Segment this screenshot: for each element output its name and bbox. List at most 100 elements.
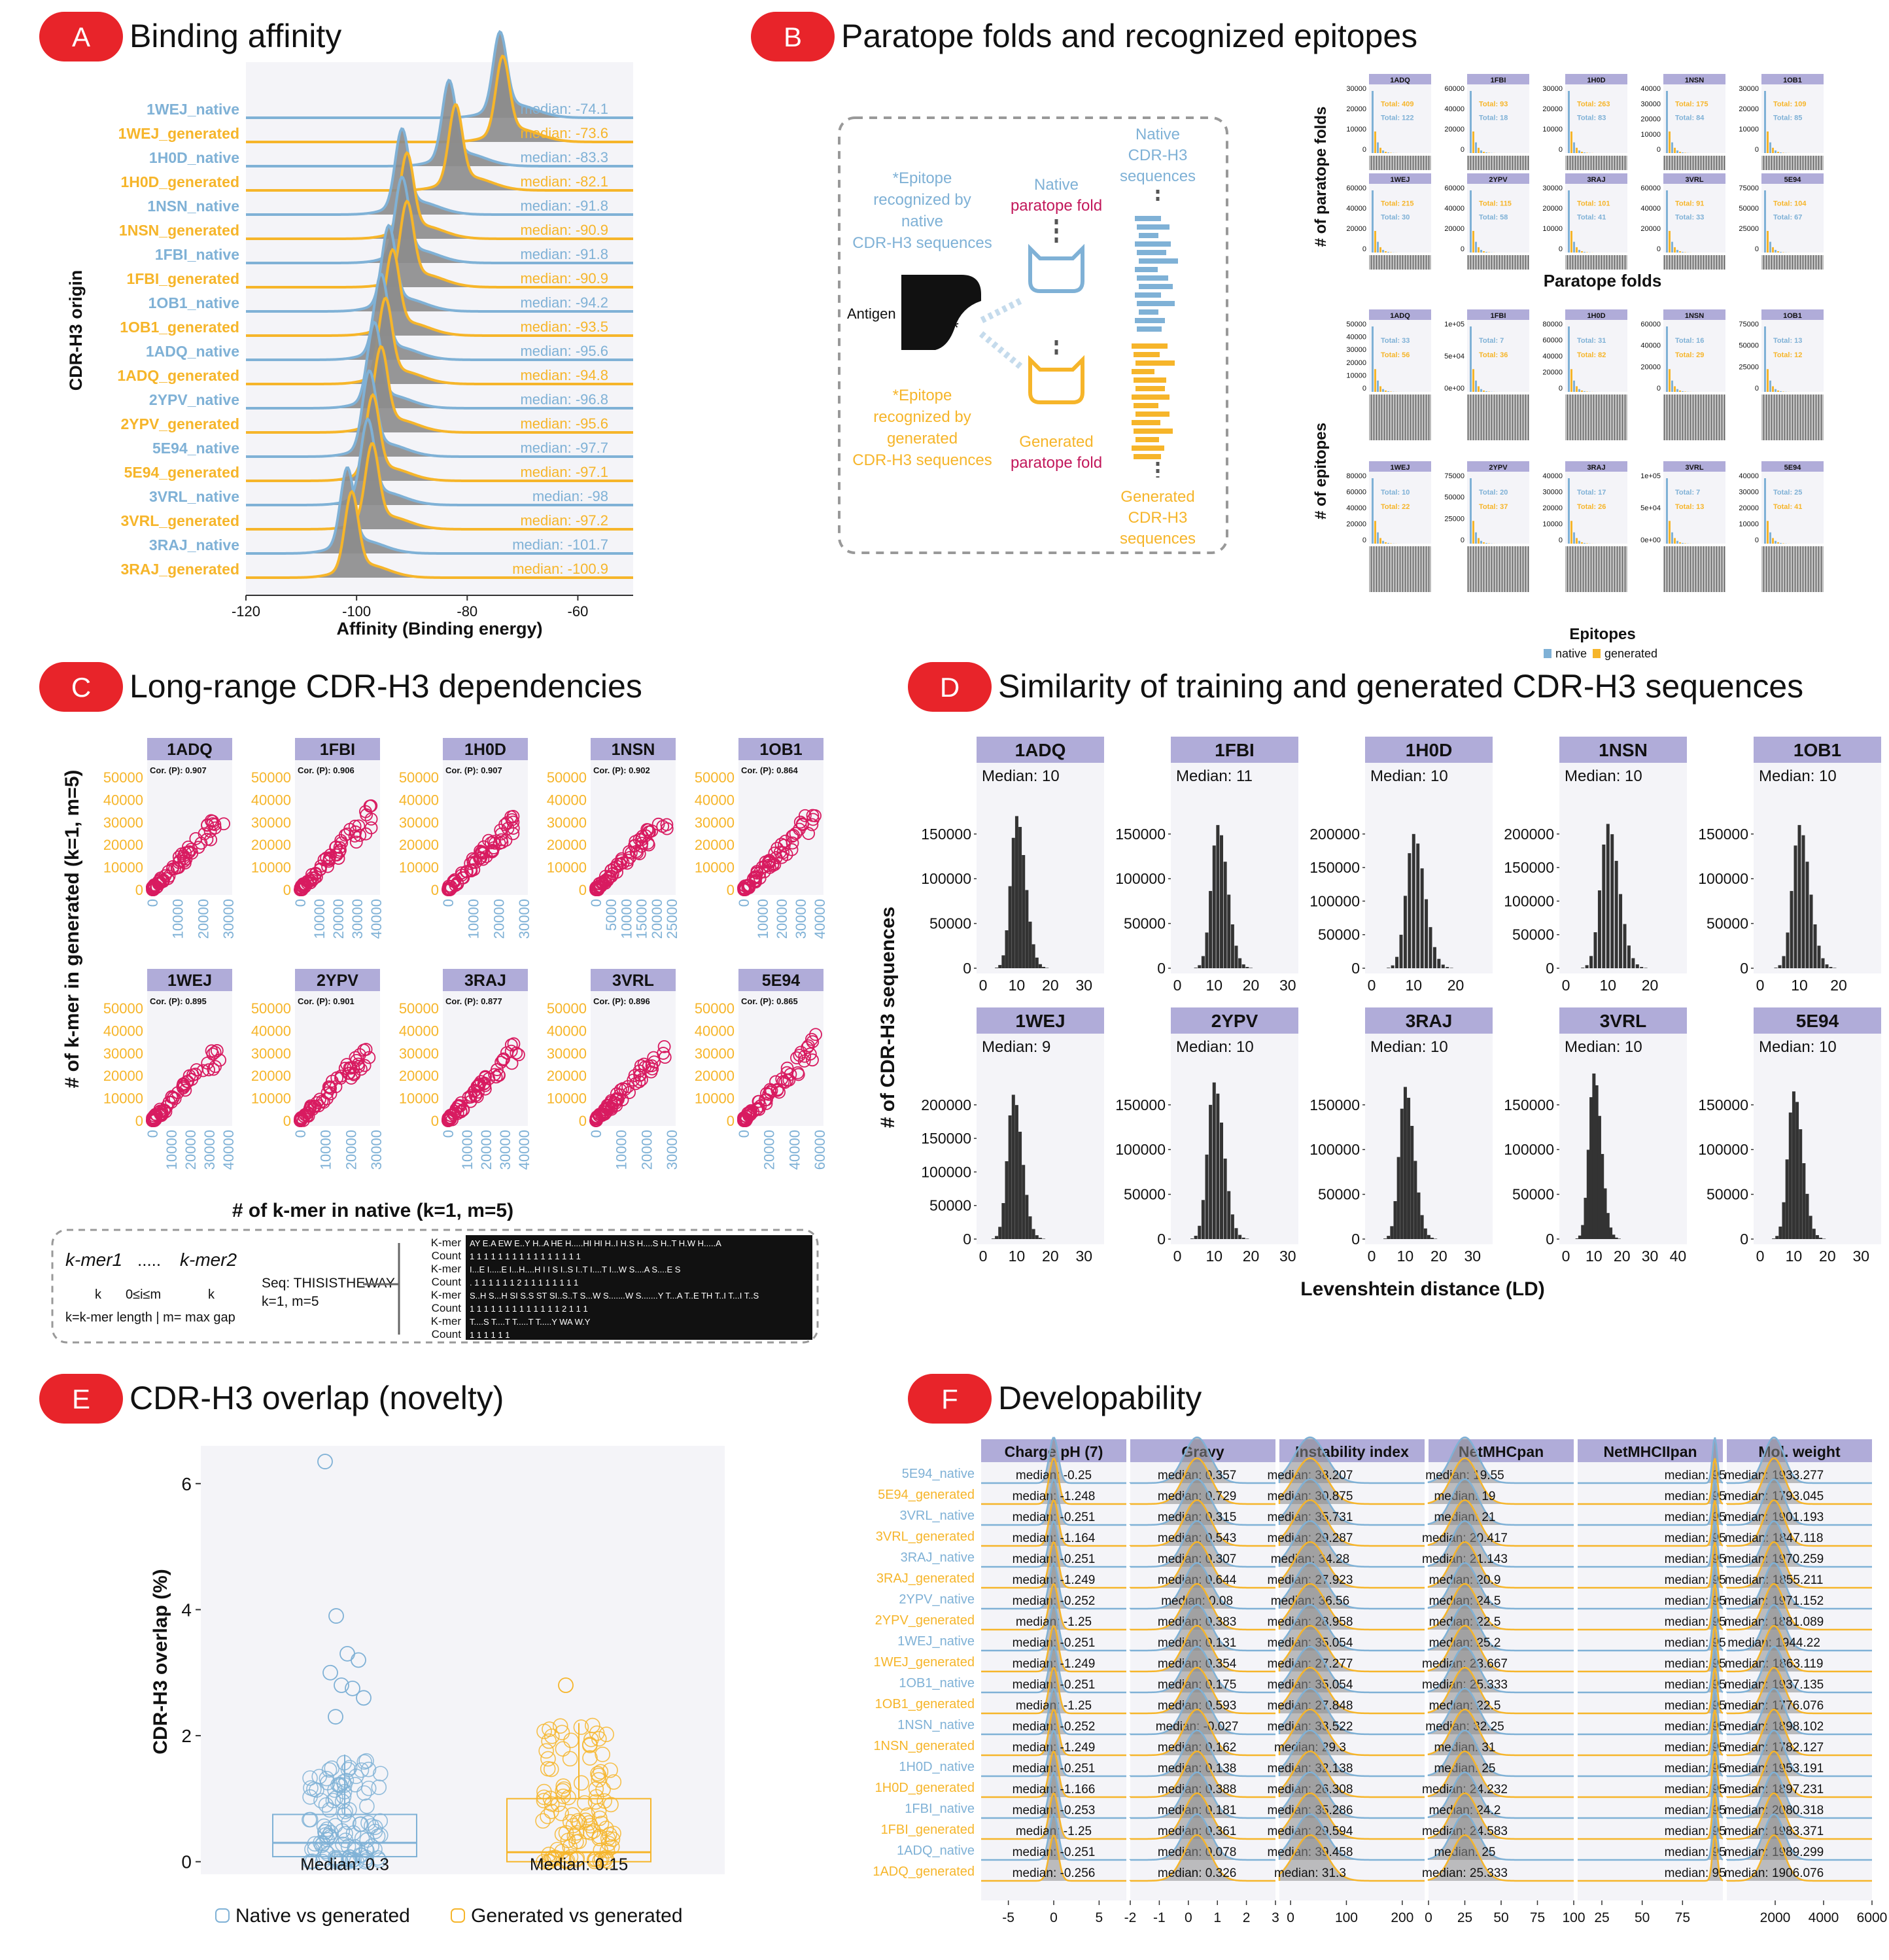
ridge-line-5E94_native	[246, 369, 633, 458]
x-tick-label: 20	[1830, 977, 1847, 994]
density-line	[1727, 1457, 1872, 1505]
bar	[1586, 391, 1588, 392]
bar	[1769, 532, 1771, 544]
x-tick-strip	[1467, 394, 1529, 440]
density-line	[1578, 1730, 1724, 1777]
x-tick-strip	[1565, 546, 1627, 592]
density-fill	[1727, 1458, 1872, 1504]
bar	[1581, 151, 1583, 153]
y-tick-label: 100000	[1309, 1141, 1360, 1158]
y-tick-label: 0	[963, 960, 971, 977]
density-line	[1278, 1750, 1425, 1798]
jitter-point	[555, 1788, 571, 1804]
total-label: Total: 85	[1773, 114, 1802, 122]
jitter-point	[553, 1806, 569, 1821]
bar	[1769, 241, 1771, 253]
median-label: Median: 10	[1759, 767, 1837, 785]
histogram-bar	[1201, 956, 1205, 968]
y-tick-label: 30000	[1346, 85, 1366, 93]
density-fill	[981, 1835, 1126, 1881]
median-label: Median: 11	[1176, 767, 1253, 785]
median-label: median: -95.6	[520, 343, 608, 359]
density-line	[1130, 1603, 1275, 1652]
kmer-point	[806, 1053, 819, 1067]
median-label: median: 25.333	[1422, 1866, 1508, 1880]
histogram-bar	[1212, 845, 1216, 968]
y-tick-label: 50000	[695, 1000, 735, 1017]
facet-title: 5E94	[1796, 1011, 1839, 1031]
density-fill	[1130, 1814, 1275, 1860]
x-tick-label: 0	[145, 1130, 161, 1138]
y-tick-label: 20000	[547, 837, 587, 853]
bar	[1485, 391, 1487, 392]
density-fill	[1130, 1647, 1275, 1692]
density-line	[1727, 1562, 1872, 1610]
bar	[1475, 380, 1477, 392]
bar	[1775, 389, 1776, 392]
jitter-point	[540, 1751, 556, 1767]
x-tick-label: 10000	[170, 899, 186, 939]
kmer-point	[172, 850, 186, 864]
facet-plot-bg	[1761, 472, 1824, 544]
total-label: Total: 263	[1577, 101, 1610, 109]
histogram-bar	[1782, 956, 1786, 968]
y-tick-label: 50000	[103, 769, 143, 786]
y-tick-label: 0	[283, 882, 291, 898]
facet-epitopes-2YPV: 2YPV 75000 50000 25000 0 Total: 20 Total: 37	[1444, 461, 1529, 592]
kmer-point	[775, 850, 789, 864]
bar	[1390, 543, 1392, 544]
facet-strip	[1663, 74, 1725, 84]
x-tick-label: 30000	[664, 1130, 680, 1170]
y-tick-label: 0	[283, 1113, 291, 1129]
ridge-line-1NSN_native	[246, 127, 633, 216]
y-tick-label: 50000	[1739, 342, 1759, 350]
bar	[1472, 521, 1474, 544]
density-line	[1278, 1541, 1425, 1589]
x-tick-label: 0	[1562, 977, 1570, 994]
bar	[1764, 326, 1766, 392]
jitter-point	[555, 1741, 571, 1757]
facet-strip	[1559, 737, 1687, 763]
density-line	[1578, 1583, 1724, 1631]
x-tick-label: 0	[1756, 1248, 1765, 1265]
jitter-point	[555, 1778, 572, 1794]
median-label: Median: 10	[1370, 1038, 1448, 1056]
native-fold-text: paratope fold	[1011, 197, 1102, 215]
facet-plot-bg	[1761, 320, 1824, 392]
total-label: Total: 13	[1675, 503, 1704, 511]
bar	[1769, 380, 1771, 392]
outlier-point	[328, 1709, 343, 1725]
kmer-point	[640, 823, 654, 836]
kmer-point	[146, 880, 160, 894]
facet-title: 1H0D	[464, 741, 506, 759]
y-tick-label: 25000	[1739, 363, 1759, 371]
kmer-point	[793, 1049, 806, 1062]
median-label: median: 95	[1665, 1846, 1726, 1859]
kmer-point	[204, 814, 218, 828]
jitter-point	[582, 1736, 598, 1753]
density-line	[981, 1730, 1126, 1777]
jitter-point	[559, 1853, 574, 1870]
kmer-point	[442, 883, 455, 896]
y-tick-label: 0	[1362, 536, 1366, 544]
x-tick-label: 20000	[330, 899, 347, 939]
x-tick-strip	[1467, 156, 1529, 170]
x-tick-label: 10000	[459, 1130, 476, 1170]
y-tick-label: 0	[431, 882, 439, 898]
kmer-row-label: Count	[432, 1328, 462, 1340]
x-tick-label: 30	[1279, 1248, 1296, 1265]
seq-label: Seq: THISISTHEWAY	[262, 1276, 395, 1291]
y-tick-label: 0	[1559, 146, 1563, 154]
histogram-bar	[1597, 1115, 1601, 1239]
density-line	[1578, 1520, 1724, 1568]
facet-title: 5E94	[1784, 176, 1802, 184]
x-tick-strip	[1761, 546, 1824, 592]
bar	[1669, 131, 1671, 153]
jitter-point	[346, 1851, 362, 1868]
y-tick-label: 200000	[1504, 826, 1554, 843]
y-tick-label: 20000	[1542, 369, 1563, 377]
x-tick-label: 20	[1614, 1248, 1631, 1265]
generated-epitope-text: generated	[887, 430, 958, 447]
histogram-bar	[1417, 1192, 1421, 1239]
native-seq-bar	[1135, 318, 1165, 323]
